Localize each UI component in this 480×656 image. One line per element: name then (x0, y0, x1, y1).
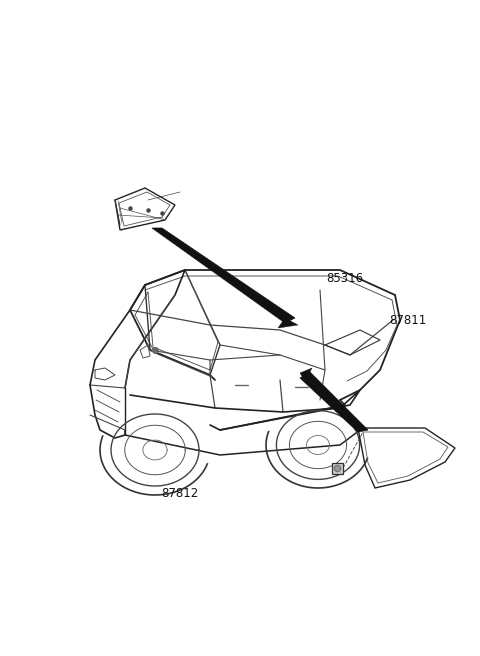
Text: 85316: 85316 (326, 272, 363, 285)
Polygon shape (300, 372, 368, 432)
Polygon shape (152, 228, 295, 323)
Text: 87812: 87812 (161, 487, 199, 500)
FancyBboxPatch shape (332, 462, 343, 474)
Polygon shape (278, 318, 298, 328)
Polygon shape (300, 368, 312, 381)
Text: 87811: 87811 (389, 314, 426, 327)
